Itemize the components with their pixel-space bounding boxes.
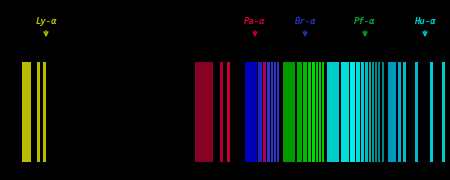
- Bar: [361, 62, 364, 162]
- Bar: [365, 62, 368, 162]
- Bar: [312, 62, 315, 162]
- Text: Pf-α: Pf-α: [354, 17, 376, 26]
- Bar: [258, 62, 262, 162]
- Bar: [369, 62, 371, 162]
- Text: Br-α: Br-α: [294, 17, 316, 26]
- Bar: [245, 62, 257, 162]
- Bar: [277, 62, 279, 162]
- Bar: [195, 62, 213, 162]
- Bar: [388, 62, 396, 162]
- Bar: [220, 62, 223, 162]
- Text: Hu-α: Hu-α: [414, 17, 436, 26]
- Bar: [274, 62, 276, 162]
- Bar: [297, 62, 302, 162]
- Bar: [378, 62, 380, 162]
- Bar: [322, 62, 324, 162]
- Bar: [267, 62, 270, 162]
- Bar: [403, 62, 406, 162]
- Bar: [341, 62, 349, 162]
- Bar: [43, 62, 46, 162]
- Bar: [283, 62, 295, 162]
- Bar: [308, 62, 311, 162]
- Text: Pa-α: Pa-α: [244, 17, 266, 26]
- Bar: [227, 62, 230, 162]
- Bar: [22, 62, 31, 162]
- Bar: [263, 62, 266, 162]
- Bar: [372, 62, 374, 162]
- Text: Ly-α: Ly-α: [35, 17, 57, 26]
- Bar: [350, 62, 355, 162]
- Bar: [319, 62, 321, 162]
- Bar: [37, 62, 40, 162]
- Bar: [382, 62, 384, 162]
- Bar: [430, 62, 433, 162]
- Bar: [303, 62, 307, 162]
- Bar: [356, 62, 360, 162]
- Bar: [271, 62, 273, 162]
- Bar: [327, 62, 339, 162]
- Bar: [415, 62, 418, 162]
- Bar: [442, 62, 445, 162]
- Bar: [398, 62, 401, 162]
- Bar: [375, 62, 377, 162]
- Bar: [316, 62, 318, 162]
